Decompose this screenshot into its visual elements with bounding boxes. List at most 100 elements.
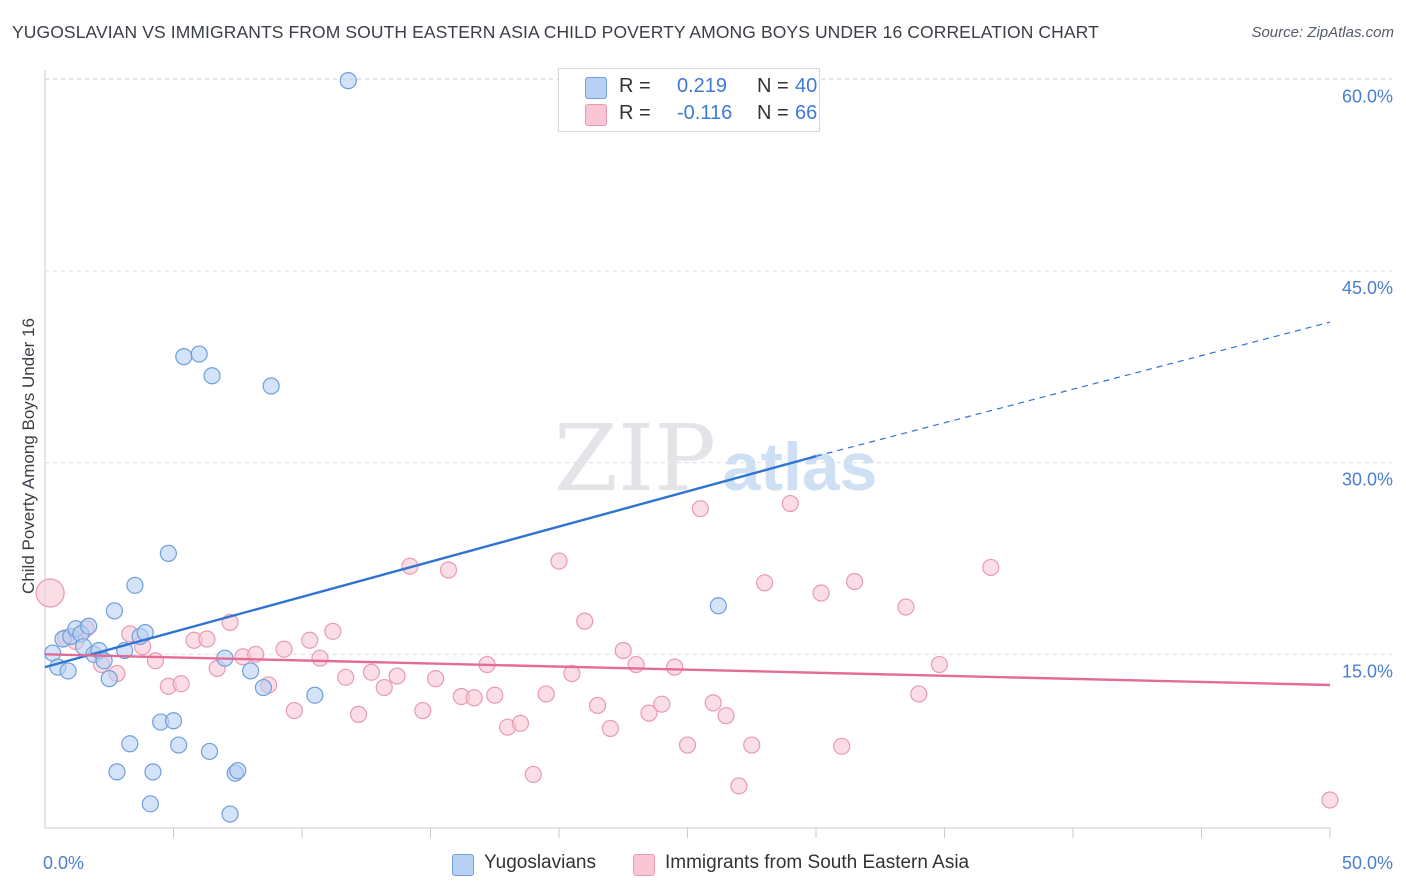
bottom-legend-label: Yugoslavians [484, 852, 596, 873]
pink-point [743, 736, 761, 754]
x-tick-label: 50.0% [1342, 853, 1393, 873]
pink-point [930, 655, 948, 674]
blue-point [242, 662, 260, 680]
y-tick-label: 30.0% [1342, 470, 1393, 490]
blue-points [44, 72, 727, 823]
source-credit: Source: ZipAtlas.com [1251, 24, 1394, 41]
pink-point [910, 685, 928, 703]
pink-point [427, 670, 445, 688]
pink-point [388, 667, 406, 685]
pink-point [812, 584, 830, 602]
pink-point [311, 649, 329, 667]
watermark: ZIP atlas [554, 405, 878, 512]
legend-r-label: R = [619, 102, 651, 124]
pink-trend-line [44, 653, 1331, 687]
pink-point [982, 558, 1000, 577]
legend-r-label: R = [619, 75, 651, 97]
blue-point [159, 544, 177, 562]
pink-point [588, 696, 607, 715]
legend-n-label: N = [757, 75, 789, 97]
pink-point [627, 655, 645, 674]
pink-point [576, 612, 594, 630]
blue-point [100, 670, 118, 688]
pink-point [511, 714, 530, 732]
bottom-legend-label: Immigrants from South Eastern Asia [665, 852, 970, 873]
watermark-zip: ZIP [554, 405, 716, 512]
pink-point [666, 658, 684, 676]
legend-r-value: -0.116 [677, 102, 733, 124]
y-axis-label: Child Poverty Among Boys Under 16 [19, 318, 38, 594]
blue-trend-line [44, 455, 817, 669]
legend-r-value: 0.219 [677, 75, 728, 97]
pink-point [324, 622, 342, 640]
pink-point [563, 664, 581, 683]
pink-swatch [585, 104, 607, 126]
x-tick-label: 0.0% [43, 853, 84, 873]
pink-point [285, 701, 303, 720]
pink-point [146, 652, 165, 670]
y-tick-label: 45.0% [1342, 278, 1393, 298]
blue-point [141, 795, 159, 813]
blue-point [262, 377, 280, 395]
legend-n-value: 66 [795, 102, 818, 124]
pink-points [35, 494, 1339, 809]
pink-point [275, 640, 293, 658]
pink-swatch [633, 854, 655, 876]
pink-point [465, 689, 483, 707]
pink-point [678, 736, 697, 754]
axes [44, 70, 1331, 838]
pink-point [691, 500, 709, 518]
blue-point [80, 617, 98, 635]
pink-point [730, 777, 748, 795]
pink-point [781, 494, 799, 513]
watermark-atlas: atlas [723, 429, 878, 505]
pink-point [362, 663, 380, 681]
pink-point [550, 552, 568, 570]
pink-point [414, 701, 432, 720]
blue-point [200, 742, 219, 761]
pink-point [375, 678, 393, 697]
legend-n-label: N = [757, 102, 789, 124]
blue-point [254, 678, 273, 697]
blue-point [144, 763, 162, 781]
pink-point [172, 675, 190, 693]
y-tick-label: 15.0% [1342, 661, 1393, 681]
pink-point [601, 719, 620, 738]
pink-point [717, 707, 735, 725]
chart-title: YUGOSLAVIAN VS IMMIGRANTS FROM SOUTH EAS… [12, 22, 1099, 42]
pink-point [640, 704, 658, 722]
pink-point [833, 737, 851, 755]
pink-point [35, 578, 65, 608]
blue-trend-extension [815, 321, 1331, 457]
correlation-legend: R = 0.219 N = 40 R = -0.116 N = 66 [558, 68, 820, 132]
pink-point [653, 695, 671, 713]
pink-point [704, 694, 722, 712]
legend-n-value: 40 [795, 75, 818, 97]
grid-lines [45, 78, 1392, 655]
blue-point [126, 576, 144, 594]
pink-point [1321, 791, 1339, 809]
pink-point [537, 685, 555, 703]
blue-point [229, 762, 247, 780]
pink-point [486, 686, 504, 704]
pink-point [301, 631, 319, 649]
blue-point [175, 348, 193, 366]
blue-point [339, 72, 357, 90]
blue-point [108, 763, 126, 781]
blue-point [121, 735, 139, 753]
pink-point [897, 598, 915, 616]
y-tick-label: 60.0% [1342, 86, 1393, 106]
pink-point [439, 561, 458, 579]
blue-point [59, 662, 77, 680]
blue-point [306, 686, 324, 704]
blue-swatch [452, 854, 474, 876]
tick-labels: 15.0% 30.0% 45.0% 60.0% 0.0% 50.0% [43, 86, 1393, 873]
pink-point [349, 705, 368, 723]
blue-point [190, 345, 208, 363]
blue-swatch [585, 77, 607, 99]
pink-point [845, 572, 864, 591]
pink-point [524, 765, 542, 784]
pink-point [198, 630, 216, 648]
trend-lines [44, 321, 1331, 687]
